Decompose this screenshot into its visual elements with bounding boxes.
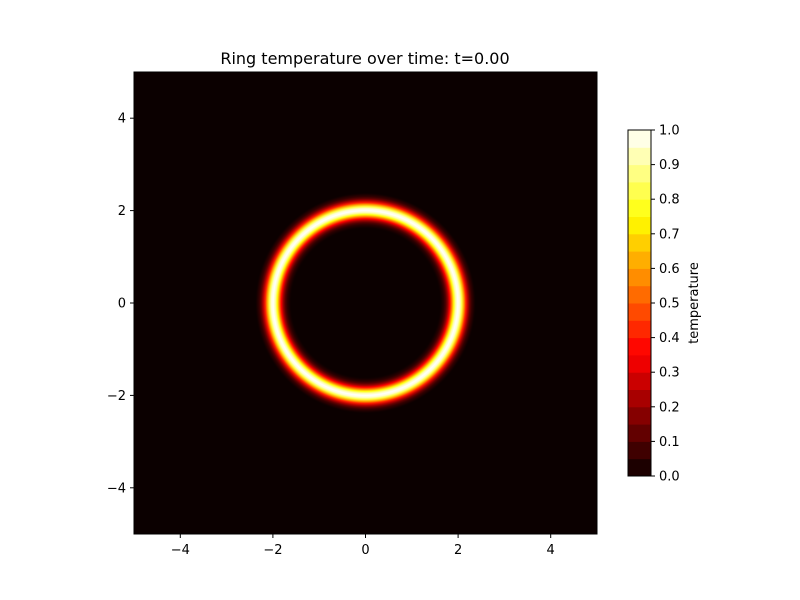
colorbar-band bbox=[628, 424, 651, 442]
colorbar-tick-label: 0.0 bbox=[659, 470, 680, 485]
colorbar-label: temperature bbox=[687, 262, 702, 344]
colorbar-band bbox=[628, 251, 651, 269]
y-axis: −4 −2 0 2 4 bbox=[107, 112, 134, 496]
colorbar-band bbox=[628, 285, 651, 304]
colorbar-band bbox=[628, 130, 651, 148]
plot-area bbox=[133, 71, 598, 535]
colorbar-tick-label: 0.1 bbox=[659, 435, 680, 450]
colorbar-bands bbox=[628, 130, 651, 477]
colorbar-tick-label: 0.3 bbox=[659, 366, 680, 381]
colorbar-band bbox=[628, 268, 651, 287]
colorbar-tick-label: 0.7 bbox=[659, 227, 680, 242]
colorbar: 0.0 0.1 0.2 0.3 0.4 0.5 0.6 0.7 0.8 0.9 1.0 temper… bbox=[627, 124, 702, 485]
y-tick-label: 4 bbox=[118, 112, 126, 127]
colorbar-band bbox=[628, 406, 651, 425]
colorbar-band bbox=[628, 199, 651, 217]
colorbar-band bbox=[628, 147, 651, 166]
y-tick-label: 0 bbox=[118, 297, 126, 312]
colorbar-band bbox=[628, 164, 651, 183]
colorbar-band bbox=[628, 233, 651, 252]
y-tick-label: 2 bbox=[118, 204, 126, 219]
y-tick-label: −2 bbox=[107, 389, 126, 404]
colorbar-band bbox=[628, 354, 651, 373]
y-tick-label: −4 bbox=[107, 481, 126, 496]
colorbar-band bbox=[628, 216, 651, 235]
colorbar-ticks: 0.0 0.1 0.2 0.3 0.4 0.5 0.6 0.7 0.8 0.9 1.0 bbox=[651, 124, 680, 485]
x-tick-label: 4 bbox=[547, 543, 555, 558]
x-tick-label: 0 bbox=[361, 543, 369, 558]
colorbar-tick-label: 0.8 bbox=[659, 193, 680, 208]
colorbar-tick-label: 0.6 bbox=[659, 262, 680, 277]
colorbar-band bbox=[628, 389, 651, 408]
colorbar-band bbox=[628, 458, 651, 477]
colorbar-band bbox=[628, 441, 651, 460]
x-axis: −4 −2 0 2 4 bbox=[171, 534, 555, 558]
colorbar-tick-label: 0.5 bbox=[659, 297, 680, 312]
colorbar-band bbox=[628, 320, 651, 339]
heatmap-ring bbox=[134, 72, 597, 534]
x-tick-label: −2 bbox=[263, 543, 282, 558]
colorbar-band bbox=[628, 372, 651, 390]
colorbar-tick-label: 0.9 bbox=[659, 158, 680, 173]
colorbar-tick-label: 1.0 bbox=[659, 124, 680, 139]
x-tick-label: 2 bbox=[454, 543, 462, 558]
colorbar-tick-label: 0.4 bbox=[659, 331, 680, 346]
colorbar-band bbox=[628, 181, 651, 200]
colorbar-band bbox=[628, 303, 651, 321]
colorbar-band bbox=[628, 337, 651, 356]
x-tick-label: −4 bbox=[171, 543, 190, 558]
chart-title: Ring temperature over time: t=0.00 bbox=[220, 49, 509, 68]
colorbar-tick-label: 0.2 bbox=[659, 400, 680, 415]
